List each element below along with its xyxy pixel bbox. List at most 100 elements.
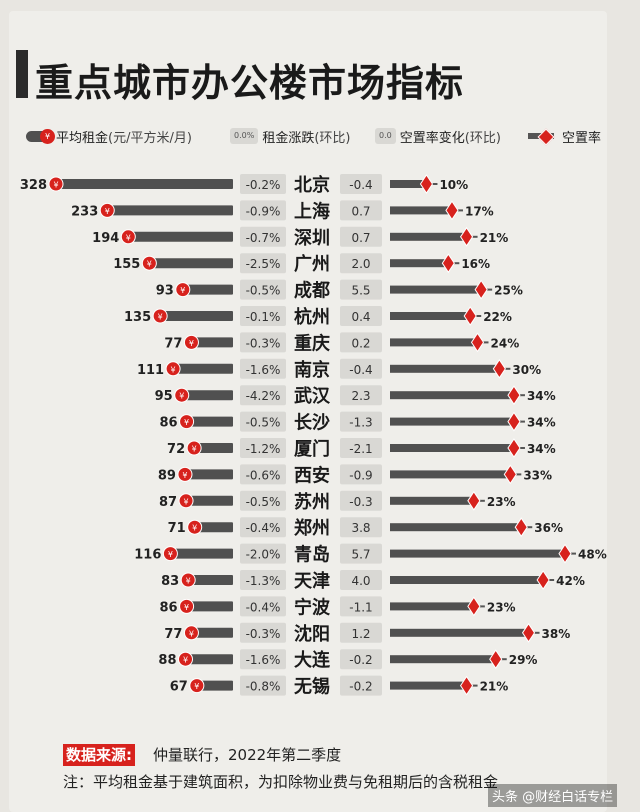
rent-yen-symbol: ¥ — [171, 365, 176, 374]
city-name: 西安 — [294, 464, 330, 486]
rent-bar — [191, 337, 233, 348]
legend-rent: ¥ 平均租金 (元/平方米/月) — [26, 127, 192, 146]
vacancy-bar — [390, 444, 514, 452]
vacancy-bar — [390, 364, 500, 373]
rent-yen-marker — [99, 202, 115, 218]
vacancy-change-value: -2.1 — [349, 442, 372, 456]
vacancy-change-box — [340, 543, 382, 564]
city-name: 天津 — [294, 570, 330, 592]
city-name: 武汉 — [294, 386, 331, 407]
watermark: 头条 @财经白话专栏 — [488, 784, 618, 807]
rent-yen-symbol: ¥ — [194, 682, 199, 691]
rent-value-label: 233 — [71, 204, 98, 219]
rent-value-label: 86 — [159, 600, 177, 615]
rent-value-label: 67 — [170, 680, 188, 695]
city-name: 长沙 — [294, 413, 330, 434]
city-name: 广州 — [294, 253, 330, 275]
vacancy-marker-icon — [528, 128, 558, 146]
rent-change-sample: 0.0% — [230, 128, 259, 144]
rent-yen-symbol: ¥ — [179, 392, 184, 401]
rent-bar — [182, 284, 233, 295]
vacancy-change-value: -0.2 — [349, 680, 372, 694]
rent-yen-symbol: ¥ — [184, 418, 189, 427]
rent-value-label: 72 — [167, 442, 185, 457]
vacancy-value-label: 34% — [527, 442, 556, 456]
vacancy-bar — [390, 470, 511, 479]
vacancy-change-value: 4.0 — [351, 574, 370, 588]
rent-change-value: -0.3% — [246, 627, 281, 641]
rent-bar — [56, 179, 233, 189]
city-name: 宁波 — [294, 596, 331, 618]
vacancy-change-box — [340, 464, 382, 485]
rent-value-label: 155 — [113, 257, 140, 272]
city-name: 无锡 — [294, 676, 330, 698]
rent-change-box — [240, 543, 286, 564]
vacancy-value-label: 34% — [527, 389, 556, 403]
rent-yen-symbol: ¥ — [53, 181, 58, 190]
source-text: 仲量联行，2022年第二季度 — [153, 746, 342, 764]
rent-yen-marker — [180, 572, 196, 588]
page-title: 重点城市办公楼市场指标 — [35, 61, 465, 105]
vacancy-change-box — [340, 411, 382, 432]
rent-bar — [194, 443, 233, 453]
vacancy-change-value: 0.7 — [351, 204, 370, 218]
vacancy-diamond — [474, 279, 488, 300]
rent-yen-marker — [48, 176, 64, 192]
vacancy-change-value: -1.3 — [349, 416, 372, 430]
rent-yen-marker — [175, 282, 191, 298]
rent-change-box — [240, 411, 286, 432]
rent-yen-marker — [162, 546, 178, 562]
rent-yen-symbol: ¥ — [126, 233, 131, 242]
vacancy-bar — [390, 259, 449, 268]
rent-change-box — [240, 649, 286, 670]
rent-yen-symbol: ¥ — [186, 577, 191, 586]
vacancy-bar — [390, 496, 474, 505]
rent-yen-marker — [152, 308, 168, 324]
rent-change-box — [240, 385, 286, 406]
vacancy-bar — [390, 655, 496, 664]
legend-rent-label: 平均租金 — [56, 130, 109, 146]
vacancy-change-box — [340, 570, 382, 590]
title-accent-bar — [16, 50, 28, 98]
rent-value-label: 95 — [155, 389, 173, 404]
vacancy-change-value: 5.5 — [351, 284, 370, 298]
vacancy-diamond — [514, 517, 528, 538]
vacancy-change-value: 0.2 — [351, 336, 370, 350]
rent-change-value: -0.3% — [246, 336, 281, 350]
vacancy-bar — [390, 285, 482, 294]
vacancy-bar — [390, 602, 474, 611]
vacancy-diamond — [470, 332, 485, 353]
vacancy-value-label: 42% — [556, 574, 585, 588]
rent-yen-marker — [165, 361, 181, 377]
rent-bar — [186, 495, 233, 506]
rent-yen-marker — [178, 651, 194, 667]
rent-value-label: 194 — [92, 231, 119, 246]
vacancy-change-value: 5.7 — [351, 548, 370, 562]
rent-change-value: -1.3% — [246, 574, 281, 588]
legend-vacancy: 空置率 — [528, 127, 601, 146]
vacancy-value-label: 21% — [480, 231, 509, 245]
rent-change-box — [240, 438, 286, 458]
rent-change-box — [240, 306, 286, 326]
rent-bar — [160, 311, 233, 321]
rent-yen-symbol: ¥ — [182, 471, 187, 480]
rent-bar — [196, 680, 233, 691]
vacancy-change-box — [340, 279, 382, 300]
vacancy-change-box — [340, 675, 382, 696]
source-label: 数据来源: — [63, 744, 135, 766]
city-name: 厦门 — [294, 438, 330, 460]
vacancy-value-label: 30% — [512, 363, 541, 377]
rent-yen-symbol: ¥ — [184, 497, 189, 506]
rent-yen-symbol: ¥ — [189, 629, 194, 638]
vacancy-diamond — [503, 464, 517, 485]
vacancy-diamond — [489, 649, 503, 670]
rent-yen-marker — [177, 466, 193, 482]
vacancy-change-box — [340, 174, 382, 194]
rent-change-value: -4.2% — [246, 389, 281, 403]
rent-change-value: -2.5% — [246, 257, 281, 271]
rent-yen-symbol: ¥ — [192, 524, 197, 533]
rent-change-box — [240, 358, 286, 379]
vacancy-bar — [390, 232, 467, 241]
rent-change-value: -0.6% — [246, 468, 281, 482]
